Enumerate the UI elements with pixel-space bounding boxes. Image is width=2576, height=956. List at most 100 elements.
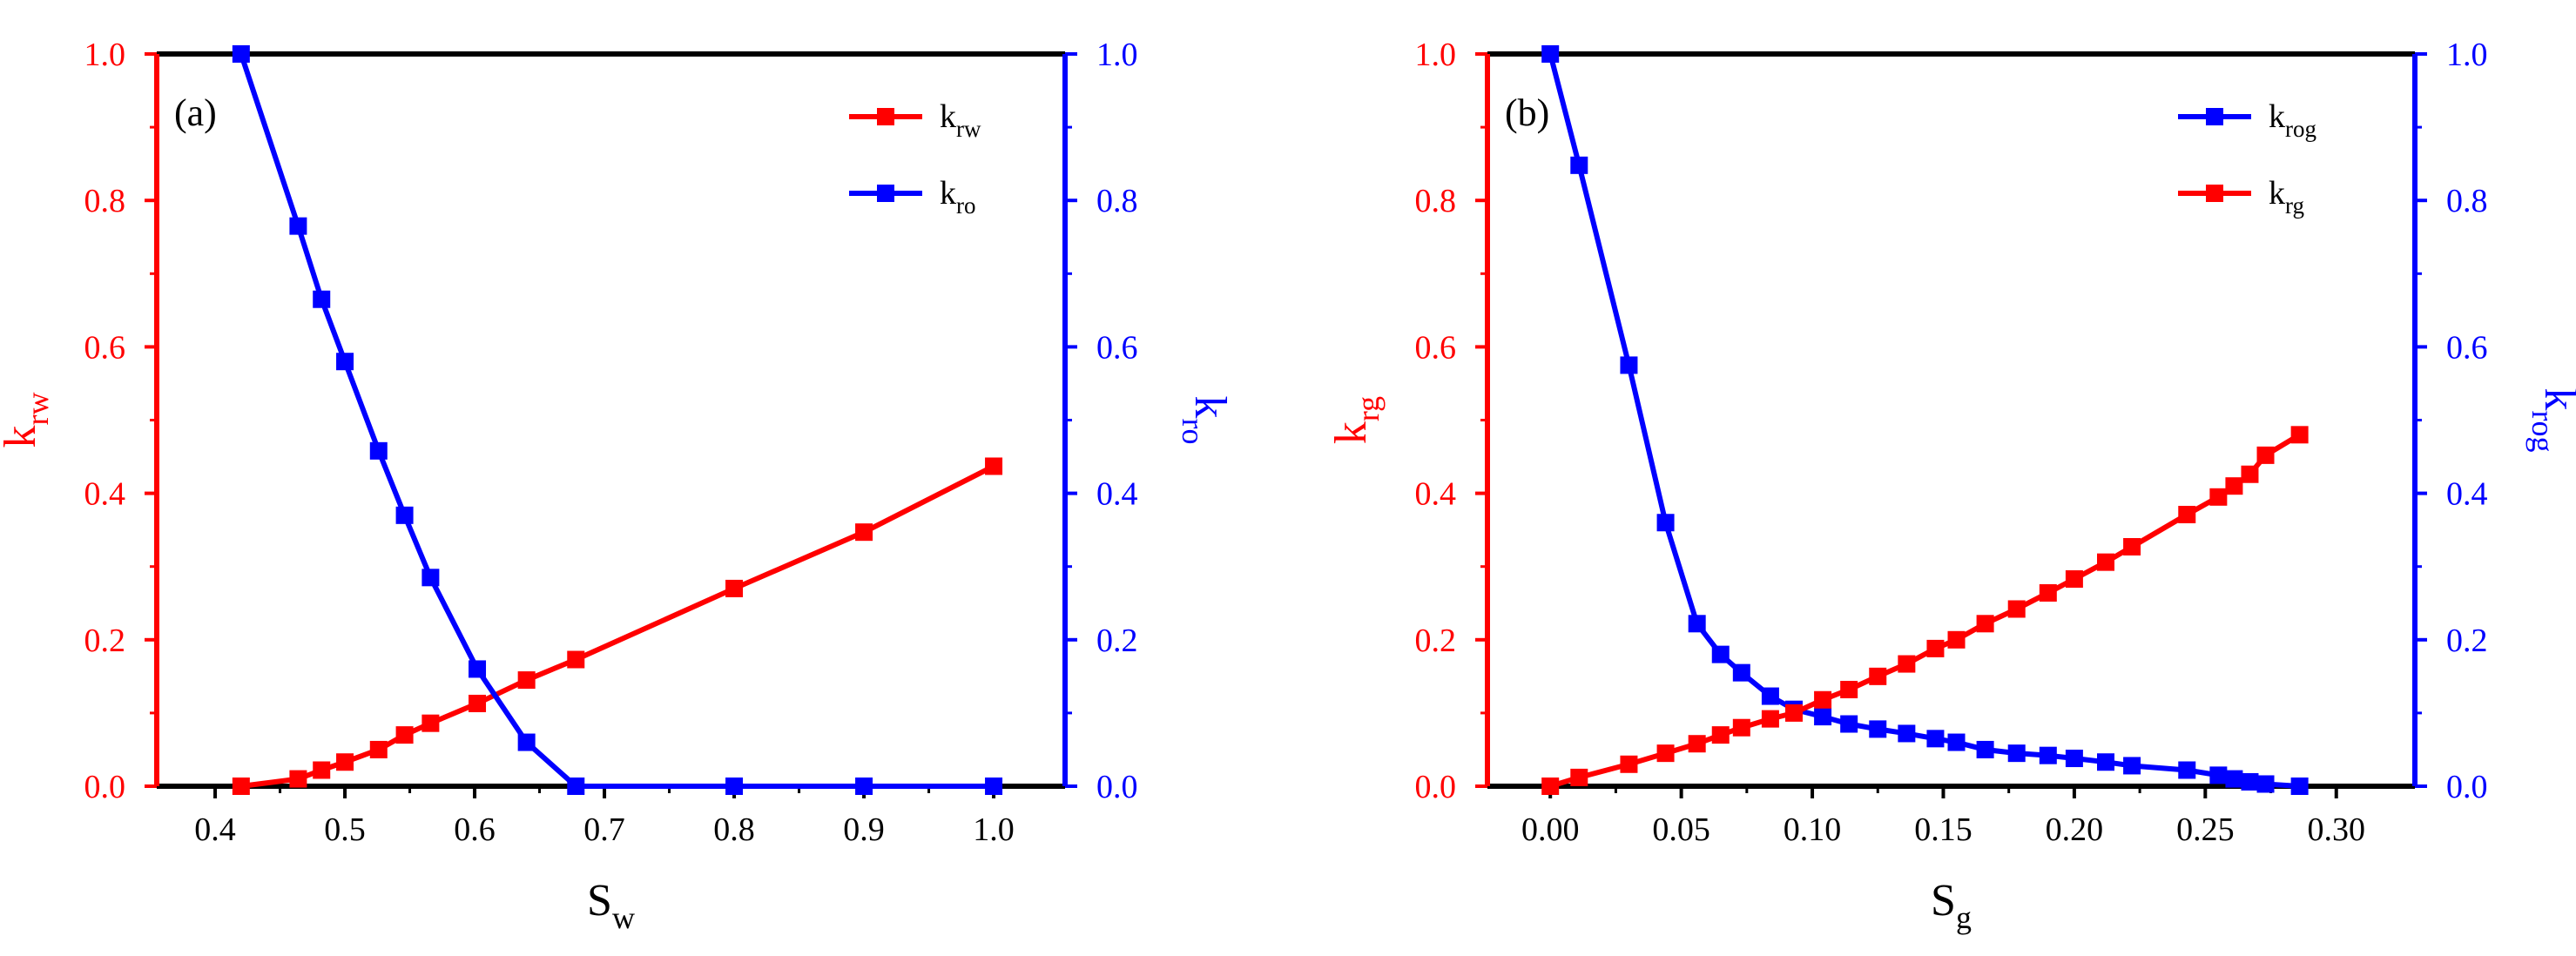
right-y-tick-label: 1.0 (2446, 37, 2488, 73)
x-tick-label: 0.05 (1652, 811, 1710, 848)
data-point-krg (1620, 755, 1638, 773)
panel-label: (a) (174, 91, 217, 134)
x-tick-label: 1.0 (973, 811, 1015, 848)
data-point-krg (2178, 505, 2196, 523)
left-y-axis-title: krw (0, 393, 55, 448)
data-point-krg (2290, 426, 2309, 444)
x-tick-label: 0.25 (2176, 811, 2235, 848)
right-y-tick-label: 0.0 (1096, 769, 1138, 805)
data-point-kro (421, 569, 440, 587)
data-point-krog (2225, 770, 2243, 788)
data-point-krw (517, 671, 536, 690)
data-point-krog (1898, 724, 1916, 743)
right-y-tick-label: 0.2 (2446, 623, 2488, 659)
legend-label: krog (2269, 98, 2316, 142)
data-point-krg (1541, 778, 1560, 795)
right-y-tick-label: 0.4 (2446, 476, 2488, 513)
data-point-kro (469, 660, 487, 678)
data-point-krg (2039, 583, 2057, 602)
data-point-krog (2039, 746, 2057, 764)
x-tick-label: 0.6 (454, 811, 496, 848)
left-y-axis-title: krg (1326, 396, 1386, 444)
chart-panel-b: 0.00 0.05 0.10 0.15 0.20 0.25 0.30 0.0 0.2 0.4 0.6… (1326, 37, 2576, 935)
x-tick-label: 0.15 (1914, 811, 1972, 848)
left-y-tick-label: 0.2 (1415, 623, 1457, 659)
data-point-krw (313, 761, 331, 779)
left-y-tick-label: 0.8 (84, 183, 126, 219)
right-y-tick-label: 0.2 (1096, 623, 1138, 659)
legend-marker (2206, 108, 2223, 125)
data-point-kro (985, 778, 1003, 795)
data-point-krog (2209, 766, 2228, 784)
data-point-krog (1814, 708, 1832, 726)
legend-label: krw (940, 98, 981, 142)
data-point-krog (1541, 45, 1560, 63)
data-point-krg (2097, 553, 2114, 571)
data-point-krg (1784, 704, 1803, 722)
legend-marker (877, 108, 894, 125)
data-point-krg (1898, 655, 1916, 673)
data-point-krg (1814, 690, 1832, 709)
data-point-krog (1947, 733, 1966, 751)
data-point-krw (567, 650, 585, 669)
data-point-krog (1869, 720, 1887, 738)
data-point-krog (1840, 715, 1858, 733)
data-point-kro (517, 733, 536, 751)
data-point-krg (2123, 537, 2141, 555)
data-point-krog (2007, 744, 2026, 763)
data-point-krg (2209, 488, 2228, 506)
data-point-krog (2123, 757, 2141, 775)
right-y-tick-label: 0.6 (1096, 329, 1138, 366)
legend-marker (877, 185, 894, 202)
data-point-kro (289, 217, 307, 235)
data-point-krog (1976, 740, 1994, 758)
panel-label: (b) (1505, 91, 1549, 134)
data-point-krog (2097, 753, 2114, 771)
data-point-krw (289, 770, 307, 788)
legend-marker (2206, 185, 2223, 202)
series-line-krw (240, 463, 995, 789)
data-point-kro (725, 778, 744, 795)
data-point-kro (313, 290, 331, 308)
data-point-kro (855, 778, 873, 795)
x-tick-label: 0.30 (2307, 811, 2365, 848)
data-point-krg (1869, 667, 1887, 685)
data-point-krw (336, 753, 354, 771)
data-point-kro (567, 778, 585, 795)
x-tick-label: 0.10 (1784, 811, 1842, 848)
data-point-krog (2065, 750, 2083, 768)
left-y-tick-label: 0.6 (1415, 329, 1457, 366)
right-y-tick-label: 0.8 (1096, 183, 1138, 219)
data-point-krw (395, 726, 414, 744)
data-point-krw (725, 579, 744, 597)
data-point-krg (2256, 446, 2275, 464)
data-point-krg (1926, 639, 1945, 657)
data-point-krog (2256, 775, 2275, 793)
data-point-krw (369, 740, 388, 758)
data-point-krg (1570, 768, 1588, 786)
left-y-tick-label: 1.0 (1415, 37, 1457, 73)
series-line-kro (239, 53, 995, 789)
left-y-tick-label: 0.6 (84, 329, 126, 366)
data-point-krg (1688, 735, 1706, 753)
left-y-tick-label: 0.0 (1415, 769, 1457, 805)
data-point-krg (2065, 569, 2083, 588)
x-axis-title: Sg (1931, 876, 1972, 935)
data-point-krog (1620, 356, 1638, 374)
right-y-tick-label: 1.0 (1096, 37, 1138, 73)
data-point-kro (395, 506, 414, 524)
data-point-krg (1976, 615, 1994, 633)
data-point-krg (1656, 744, 1675, 763)
legend-label: krg (2269, 175, 2304, 219)
data-point-krw (985, 457, 1003, 475)
x-tick-label: 0.4 (194, 811, 236, 848)
legend-label: kro (940, 175, 976, 219)
data-point-kro (232, 45, 250, 63)
right-y-tick-label: 0.4 (1096, 476, 1138, 513)
right-y-tick-label: 0.8 (2446, 183, 2488, 219)
x-tick-label: 0.5 (324, 811, 366, 848)
left-y-tick-label: 1.0 (84, 37, 126, 73)
data-point-krw (469, 694, 487, 712)
right-y-axis-title: kro (1176, 396, 1235, 445)
